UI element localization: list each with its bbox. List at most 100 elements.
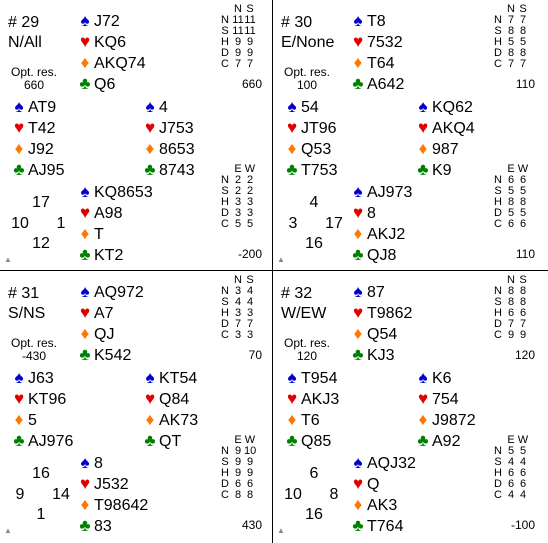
cards: QJ xyxy=(94,326,115,343)
table-header: N xyxy=(507,3,515,15)
diamond-icon: ♦ xyxy=(418,410,428,429)
tricks: 5 xyxy=(507,185,515,197)
tricks: 5 xyxy=(234,218,242,230)
suit-row: ♥ A7 xyxy=(76,302,186,323)
diamond-icon: ♦ xyxy=(14,139,24,158)
strain-label: S xyxy=(494,296,502,308)
diamond-icon: ♦ xyxy=(80,324,90,343)
spade-icon: ♠ xyxy=(287,97,297,116)
club-icon: ♣ xyxy=(144,431,156,450)
strain-label: S xyxy=(221,185,229,197)
diamond-icon: ♦ xyxy=(80,53,90,72)
suit-row: ♥ 7532 xyxy=(349,31,459,52)
tricks: 5 xyxy=(246,218,254,230)
cards: Q84 xyxy=(159,391,190,408)
cards: T6 xyxy=(301,412,320,429)
cards: AJ976 xyxy=(28,433,74,450)
tricks: 6 xyxy=(507,307,515,319)
tricks: 3 xyxy=(234,207,242,219)
strain-label: N xyxy=(221,285,229,297)
diamond-icon: ♦ xyxy=(353,224,363,243)
spade-icon: ♠ xyxy=(145,97,155,116)
cards: J92 xyxy=(28,141,54,158)
suit-row: ♣ KJ3 xyxy=(349,344,459,365)
heart-icon: ♥ xyxy=(352,303,364,322)
tricks: 8 xyxy=(519,285,527,297)
strain-label: C xyxy=(494,489,502,501)
cards: T xyxy=(94,226,104,243)
suit-row: ♥ JT96 xyxy=(283,117,393,138)
cards: J63 xyxy=(28,370,54,387)
cards: A7 xyxy=(94,305,114,322)
suit-row: ♠ KQ62 xyxy=(414,96,524,117)
strain-label: H xyxy=(494,307,502,319)
table-header: W xyxy=(244,163,256,175)
triangle-icon: ▲ xyxy=(4,255,12,264)
hand-south: ♠ AJ973 ♥ 8 ♦ AKJ2 ♣ QJ8 xyxy=(349,181,459,265)
club-icon: ♣ xyxy=(286,431,298,450)
club-icon: ♣ xyxy=(79,516,91,535)
tricks: 7 xyxy=(234,58,242,70)
ns-score: 110 xyxy=(515,77,535,91)
suit-row: ♦ 987 xyxy=(414,138,524,159)
suit-row: ♣ AJ976 xyxy=(10,430,120,451)
tricks: 4 xyxy=(246,296,254,308)
tricks: 9 xyxy=(234,445,242,457)
strain-label: H xyxy=(221,467,229,479)
suit-row: ♣ 83 xyxy=(76,515,186,536)
ns-score: 660 xyxy=(241,77,262,91)
spade-icon: ♠ xyxy=(353,282,363,301)
tricks: 4 xyxy=(507,489,515,501)
spade-icon: ♠ xyxy=(80,11,90,30)
ew-score: -200 xyxy=(237,247,262,261)
suit-row: ♦ T xyxy=(76,223,186,244)
hcp-south: 12 xyxy=(32,235,50,252)
cards: Q54 xyxy=(367,326,398,343)
club-icon: ♣ xyxy=(417,431,429,450)
hand-south: ♠ 8 ♥ J532 ♦ T98642 ♣ 83 xyxy=(76,452,186,536)
suit-row: ♦ T98642 xyxy=(76,494,186,515)
suit-row: ♠ AQ972 xyxy=(76,281,186,302)
suit-row: ♠ KQ8653 xyxy=(76,181,186,202)
suit-row: ♠ 4 xyxy=(141,96,251,117)
strain-label: N xyxy=(494,174,502,186)
strain-label: D xyxy=(221,478,229,490)
tricks: 3 xyxy=(234,285,242,297)
tricks: 6 xyxy=(519,467,527,479)
cards: AJ973 xyxy=(367,184,413,201)
cards: T954 xyxy=(301,370,338,387)
hand-west: ♠ AT9 ♥ T42 ♦ J92 ♣ AJ95 xyxy=(10,96,120,180)
heart-icon: ♥ xyxy=(286,389,298,408)
tricks: 9 xyxy=(234,456,242,468)
cards: AK3 xyxy=(367,497,398,514)
suit-row: ♠ 87 xyxy=(349,281,459,302)
tricks: 3 xyxy=(246,196,254,208)
cards: 8 xyxy=(367,205,376,222)
table-header: S xyxy=(246,274,254,286)
strain-label: D xyxy=(494,207,502,219)
tricks: 2 xyxy=(234,174,242,186)
hcp-south: 1 xyxy=(36,506,46,523)
suit-row: ♠ T8 xyxy=(349,10,459,31)
cards: 987 xyxy=(432,141,459,158)
ew-score: -100 xyxy=(510,518,535,532)
diamond-icon: ♦ xyxy=(145,410,155,429)
table-header: S xyxy=(246,3,254,15)
table-header: N xyxy=(234,274,242,286)
hand-south: ♠ AQJ32 ♥ Q ♦ AK3 ♣ T764 xyxy=(349,452,459,536)
suit-row: ♦ J9872 xyxy=(414,409,524,430)
tricks: 8 xyxy=(519,25,527,37)
heart-icon: ♥ xyxy=(144,389,156,408)
